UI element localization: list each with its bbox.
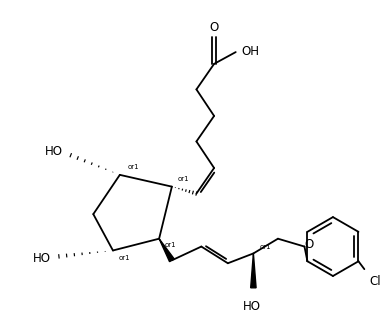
Text: or1: or1 <box>119 255 130 261</box>
Text: or1: or1 <box>128 164 139 170</box>
Text: Cl: Cl <box>369 275 381 288</box>
Text: HO: HO <box>242 300 261 313</box>
Text: O: O <box>210 21 219 34</box>
Text: OH: OH <box>242 45 259 57</box>
Text: or1: or1 <box>178 176 189 182</box>
Text: HO: HO <box>33 252 51 265</box>
Text: or1: or1 <box>165 241 177 247</box>
Polygon shape <box>251 254 256 288</box>
Text: or1: or1 <box>259 243 271 249</box>
Text: O: O <box>305 238 314 251</box>
Text: HO: HO <box>45 145 63 158</box>
Polygon shape <box>159 239 174 262</box>
